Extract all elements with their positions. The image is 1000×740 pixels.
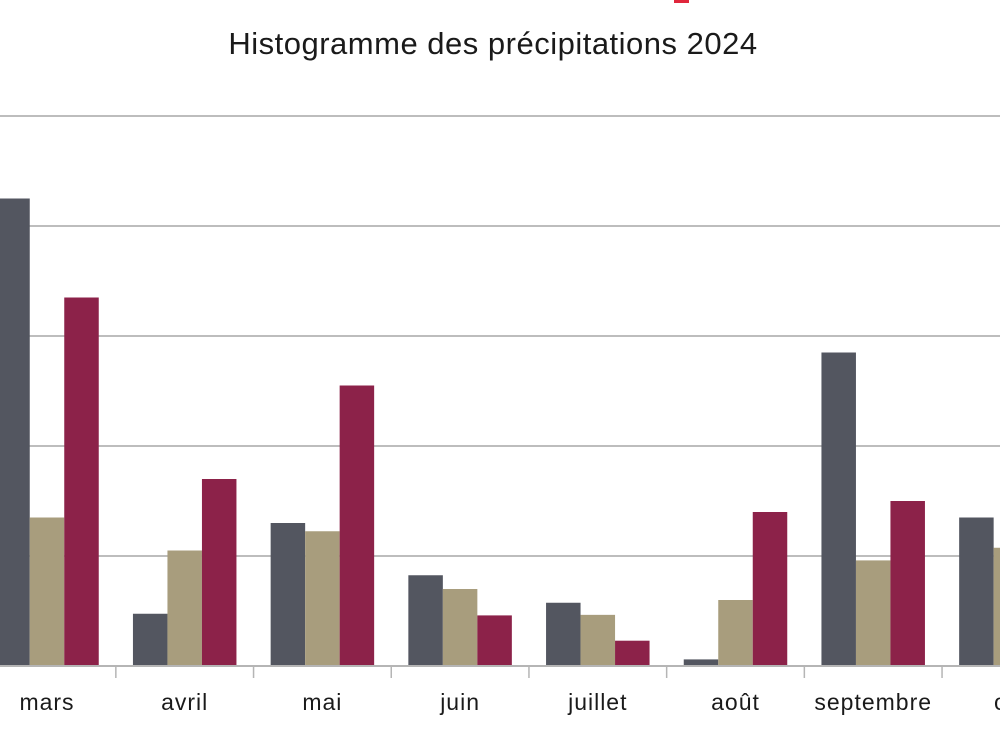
x-tick-label: mai [302,689,342,715]
bar-mars-2 [29,517,65,666]
bar-septembre-3 [890,501,925,666]
x-tick-label: avril [161,689,208,715]
bar-avril-1 [132,613,168,666]
bar-juillet-1 [546,602,581,666]
bar-juin-1 [408,575,443,666]
top-accent-mark [674,0,689,3]
x-tick-label: mars [19,689,74,715]
bar-mars-1 [0,198,30,666]
bar-juillet-3 [615,640,650,666]
bar-avril-2 [167,550,202,666]
bar-oct-2 [993,547,1000,666]
bar-mai-2 [305,531,340,666]
bars [0,198,1000,666]
bar-juin-3 [477,615,512,666]
chart-title: Histogramme des précipitations 2024 [228,26,757,61]
bar-août-2 [718,600,753,666]
bar-avril-3 [201,479,237,666]
bar-juillet-2 [580,614,616,666]
bar-mai-3 [339,385,375,666]
x-axis: mars avril mai juin juillet août septembre oct [0,665,1000,715]
bar-oct-1 [959,517,994,666]
x-tick-label: août [711,689,760,715]
bar-août-3 [752,512,788,666]
x-tick-label: juillet [567,689,627,715]
bar-septembre-1 [821,352,856,666]
bar-juin-2 [442,589,478,666]
x-tick-label: oct [994,689,1000,715]
bar-septembre-2 [855,560,891,666]
bar-mai-1 [270,523,306,666]
x-tick-label: juin [439,689,480,715]
x-tick-label: septembre [814,689,932,715]
bar-mars-3 [64,297,99,666]
bar-août-1 [683,659,719,666]
